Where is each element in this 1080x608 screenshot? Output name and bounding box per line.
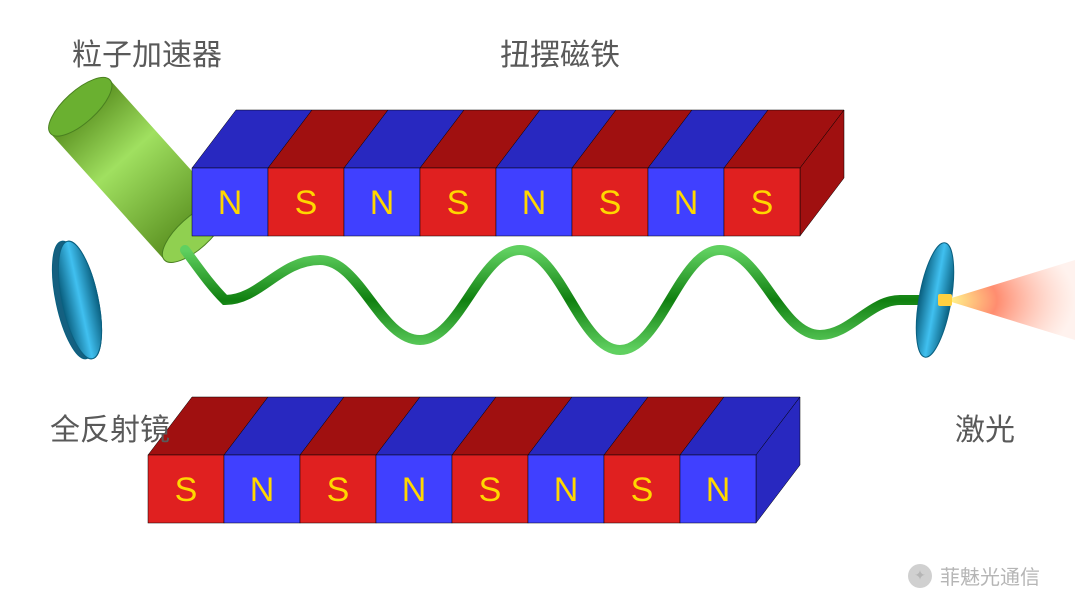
watermark: ✦ 菲魅光通信 xyxy=(908,561,1040,590)
svg-text:S: S xyxy=(295,184,318,222)
left-mirror xyxy=(44,238,110,363)
undulator-label: 扭摆磁铁 xyxy=(500,30,620,74)
electron-beam xyxy=(185,250,935,350)
svg-text:N: N xyxy=(674,184,699,222)
svg-text:N: N xyxy=(554,471,579,509)
svg-text:N: N xyxy=(522,184,547,222)
svg-text:S: S xyxy=(599,184,622,222)
watermark-text: 菲魅光通信 xyxy=(940,561,1040,590)
svg-text:S: S xyxy=(447,184,470,222)
svg-text:S: S xyxy=(479,471,502,509)
accelerator-label: 粒子加速器 xyxy=(72,30,222,74)
mirror-label: 全反射镜 xyxy=(50,405,170,449)
svg-text:S: S xyxy=(175,471,198,509)
svg-text:S: S xyxy=(631,471,654,509)
svg-text:N: N xyxy=(218,184,243,222)
bottom-magnet-array: SNSNSNSN xyxy=(148,397,800,523)
svg-text:S: S xyxy=(751,184,774,222)
top-magnet-array: NSNSNSNS xyxy=(192,110,844,236)
watermark-icon: ✦ xyxy=(908,564,932,588)
svg-text:N: N xyxy=(250,471,275,509)
svg-text:N: N xyxy=(370,184,395,222)
svg-text:N: N xyxy=(402,471,427,509)
svg-text:N: N xyxy=(706,471,731,509)
laser-output xyxy=(938,260,1075,340)
svg-text:S: S xyxy=(327,471,350,509)
laser-label: 激光 xyxy=(955,405,1015,449)
